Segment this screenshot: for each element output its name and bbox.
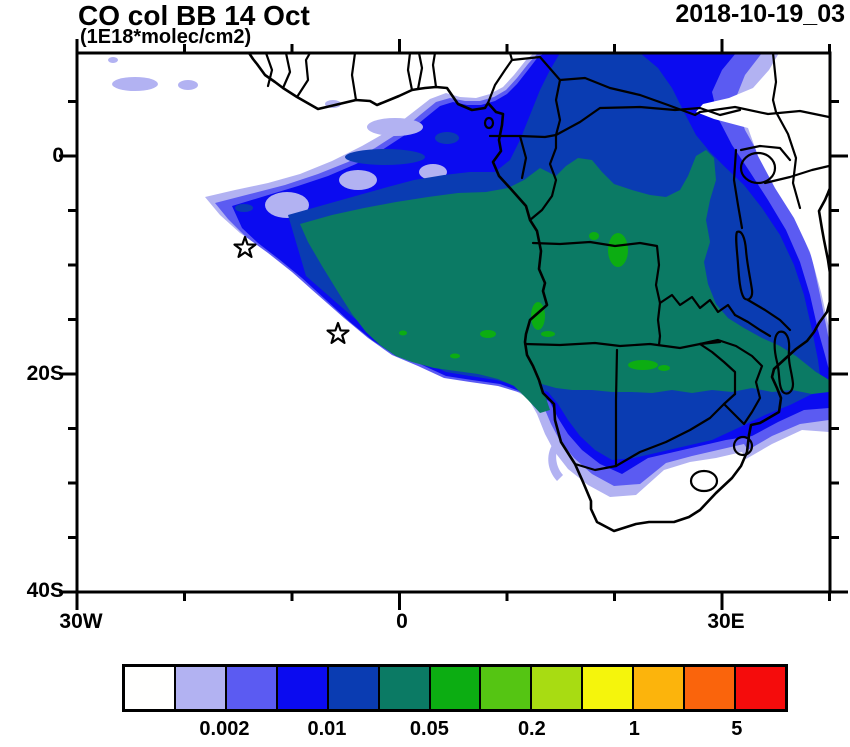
lavender-speck <box>112 77 158 91</box>
star-marker <box>233 235 257 258</box>
green-patch <box>480 330 496 338</box>
timestamp: 2018-10-19_03 <box>675 0 845 28</box>
border-congo-drc <box>528 133 558 222</box>
colorbar-cell-0 <box>125 667 174 709</box>
border-drc-angola <box>531 240 662 347</box>
border-angola-namibia <box>523 340 722 350</box>
colorbar-cell-8 <box>530 667 582 709</box>
swaziland-enclave <box>732 435 754 457</box>
lavender-inclusion <box>339 170 377 190</box>
units-subtitle: (1E18*molec/cm2) <box>80 26 252 48</box>
x-tick-label-30e: 30E <box>707 610 745 633</box>
markers <box>233 235 350 344</box>
colorbar-cell-2 <box>224 667 276 709</box>
border-gabon-congo <box>518 134 528 180</box>
border-drc-zambia <box>658 293 737 317</box>
lake-victoria <box>739 151 777 185</box>
border-ethiopia-kenya <box>774 110 802 210</box>
border-benin-nigeria <box>431 53 438 89</box>
y-tick-label-20s: 20S <box>26 362 64 385</box>
colorbar-tick-label: 0.002 <box>199 718 250 740</box>
border-zimbabwe-west <box>698 342 737 396</box>
lavender-inclusion <box>367 118 423 136</box>
border-nigeria-cameroon <box>486 53 514 105</box>
lavender-inclusion <box>265 192 309 218</box>
border-guinea-region-3 <box>295 53 312 99</box>
colorbar-tick-label: 0.05 <box>409 718 449 740</box>
colorbar-tick-label: 1 <box>628 718 640 740</box>
colorbar-tick-label: 0.01 <box>307 718 347 740</box>
colorbar <box>122 664 788 712</box>
lavender-speck <box>178 80 198 90</box>
border-zambia-mozambique <box>733 313 772 338</box>
colorbar-cell-12 <box>734 667 785 709</box>
border-cameroon-gabon <box>488 133 558 139</box>
border-namibia-southafrica <box>573 462 618 472</box>
darkblue-speck <box>435 132 459 144</box>
border-togo-benin <box>416 53 424 91</box>
border-cotedivoire-ghana <box>350 53 358 102</box>
border-zambezi <box>698 338 764 426</box>
africa-coastline <box>247 53 830 533</box>
colorbar-cell-5 <box>377 667 429 709</box>
border-car-drc <box>554 105 742 137</box>
x-tick-label-0: 0 <box>396 610 408 633</box>
colorbar-cell-11 <box>683 667 735 709</box>
northeast-clear-region <box>696 53 829 328</box>
lake-malawi <box>773 330 795 395</box>
lavender-fringe-arc <box>548 445 563 481</box>
colorbar-tick-label: 5 <box>731 718 743 740</box>
border-sahel-east-west <box>558 76 830 119</box>
border-cameroon-chad-car <box>510 55 562 137</box>
green-patch <box>541 331 555 337</box>
border-uganda-kenya <box>739 144 792 162</box>
colorbar-cell-4 <box>326 667 378 709</box>
green-patch <box>608 233 628 267</box>
y-tick-label-40s: 40S <box>26 579 64 602</box>
border-ghana-togo <box>406 53 414 92</box>
page-title: CO col BB 14 Oct <box>78 0 310 31</box>
green-patch <box>399 330 407 336</box>
colorbar-tick-label: 0.2 <box>517 718 546 740</box>
lavender-speck <box>108 57 118 63</box>
x-tick-label-30w: 30W <box>59 610 103 633</box>
border-ethiopia-sudan <box>771 53 778 114</box>
contour-level-0p05 <box>300 150 829 413</box>
green-patch <box>450 353 460 359</box>
colorbar-cell-6 <box>428 667 480 709</box>
darkblue-streak <box>345 149 425 165</box>
border-tanzania-zambia <box>746 298 792 332</box>
star-marker <box>326 321 350 344</box>
darkblue-speck <box>235 204 253 212</box>
border-guinea-region-1 <box>264 53 274 88</box>
border-tanzania-kenya <box>763 164 830 185</box>
y-tick-label-0: 0 <box>52 144 64 167</box>
colorbar-cell-3 <box>275 667 327 709</box>
plot-frame <box>75 51 832 594</box>
colorbar-cell-10 <box>632 667 684 709</box>
contour-layers <box>108 53 830 533</box>
lesotho-enclave <box>689 469 719 493</box>
colorbar-cell-7 <box>479 667 531 709</box>
lake-tanganyika <box>735 230 754 301</box>
border-drc-uganda <box>732 148 744 230</box>
green-patch <box>589 232 599 240</box>
green-patch <box>628 360 658 370</box>
colorbar-cell-1 <box>173 667 225 709</box>
bioko-island <box>483 116 495 130</box>
colorbar-cell-9 <box>581 667 633 709</box>
border-namibia-botswana <box>614 348 619 468</box>
map-plot <box>59 39 848 610</box>
border-guinea-region-2 <box>281 53 292 90</box>
green-patch <box>658 365 670 371</box>
